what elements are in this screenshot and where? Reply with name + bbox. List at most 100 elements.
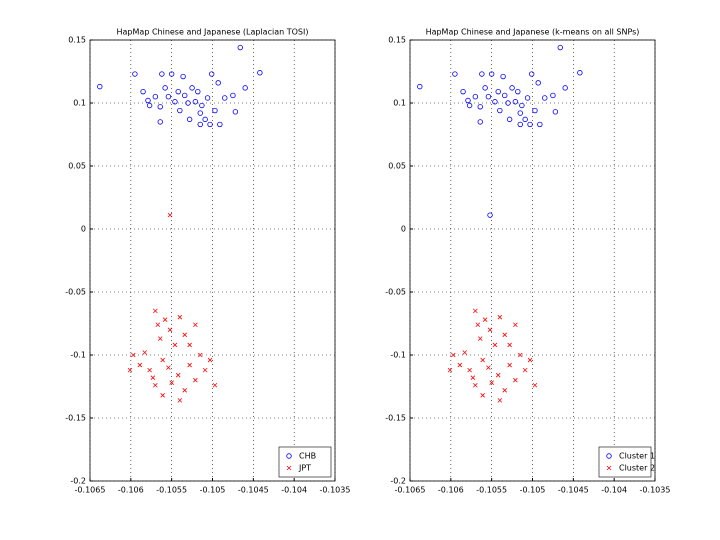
point bbox=[177, 398, 183, 403]
point bbox=[159, 71, 165, 77]
point bbox=[528, 71, 535, 77]
point bbox=[472, 93, 479, 100]
point bbox=[495, 88, 501, 95]
point bbox=[489, 380, 494, 386]
point bbox=[202, 116, 208, 123]
x-tick-label: -0.105 bbox=[520, 486, 546, 495]
legend-box bbox=[278, 446, 332, 478]
point bbox=[131, 352, 136, 358]
point bbox=[97, 83, 103, 90]
point bbox=[160, 357, 165, 363]
point bbox=[500, 73, 506, 80]
legend-label: CHB bbox=[299, 452, 316, 461]
point bbox=[524, 95, 531, 101]
point bbox=[153, 308, 158, 314]
point bbox=[517, 352, 523, 358]
y-tick-label: 0.15 bbox=[388, 36, 406, 45]
x-tick-label: -0.104 bbox=[601, 486, 627, 495]
point bbox=[475, 322, 481, 328]
y-tick-label: 0.1 bbox=[73, 99, 86, 108]
point bbox=[480, 393, 485, 398]
point bbox=[466, 102, 473, 109]
point bbox=[477, 336, 483, 341]
legend-marker bbox=[606, 465, 612, 471]
point bbox=[482, 85, 488, 91]
point bbox=[462, 350, 467, 355]
y-tick-label: -0.15 bbox=[385, 414, 406, 423]
y-tick-label: -0.05 bbox=[385, 288, 406, 297]
y-tick-label: -0.05 bbox=[65, 288, 86, 297]
point bbox=[162, 85, 168, 91]
point bbox=[207, 357, 213, 363]
point bbox=[479, 71, 485, 77]
point bbox=[505, 100, 511, 106]
point bbox=[452, 71, 458, 77]
point bbox=[208, 71, 215, 77]
point bbox=[557, 44, 563, 51]
legend-label: Cluster 1 bbox=[619, 452, 655, 461]
point bbox=[150, 375, 156, 380]
point bbox=[532, 382, 538, 388]
point bbox=[152, 93, 159, 100]
point bbox=[473, 308, 478, 314]
y-tick-label: -0.1 bbox=[70, 351, 86, 360]
point bbox=[537, 121, 543, 128]
point bbox=[197, 110, 203, 116]
axes-box bbox=[89, 39, 336, 482]
point bbox=[187, 362, 192, 368]
y-tick-label: 0.1 bbox=[393, 99, 406, 108]
legend-label: Cluster 2 bbox=[619, 464, 655, 473]
y-tick-label: 0 bbox=[401, 225, 406, 234]
point bbox=[417, 83, 423, 90]
point bbox=[197, 121, 203, 128]
point bbox=[215, 80, 221, 86]
point bbox=[506, 116, 513, 123]
point bbox=[527, 121, 533, 128]
point bbox=[177, 314, 183, 320]
chart-title: HapMap Chinese and Japanese (Laplacian T… bbox=[117, 28, 309, 37]
point bbox=[517, 110, 523, 116]
point bbox=[487, 212, 493, 218]
point bbox=[242, 85, 248, 91]
point bbox=[204, 95, 211, 101]
point bbox=[502, 332, 508, 338]
point bbox=[577, 70, 583, 76]
point bbox=[532, 107, 538, 114]
point bbox=[187, 342, 192, 348]
x-tick-label: -0.1045 bbox=[558, 486, 589, 495]
point bbox=[157, 119, 163, 125]
point bbox=[513, 377, 518, 383]
x-tick-label: -0.106 bbox=[118, 486, 144, 495]
point bbox=[132, 71, 138, 77]
point bbox=[147, 367, 152, 373]
point bbox=[480, 357, 485, 363]
point bbox=[175, 372, 181, 378]
point bbox=[486, 365, 491, 370]
x-tick-label: -0.1055 bbox=[476, 486, 507, 495]
legend-marker bbox=[606, 453, 612, 459]
point bbox=[166, 365, 171, 370]
legend-label: JPT bbox=[298, 464, 311, 473]
point bbox=[168, 71, 175, 77]
point bbox=[182, 332, 188, 338]
x-tick-label: -0.1065 bbox=[395, 486, 426, 495]
y-tick-label: 0 bbox=[81, 225, 86, 234]
point bbox=[177, 107, 183, 114]
point bbox=[172, 342, 178, 348]
point bbox=[509, 85, 515, 91]
point bbox=[487, 327, 493, 333]
y-tick-label: 0.15 bbox=[68, 36, 86, 45]
point bbox=[513, 322, 518, 328]
point bbox=[157, 104, 163, 110]
x-tick-label: -0.105 bbox=[200, 486, 226, 495]
point bbox=[492, 342, 498, 348]
legend-marker bbox=[286, 453, 292, 459]
point bbox=[197, 352, 203, 358]
point bbox=[477, 119, 483, 125]
point bbox=[195, 88, 201, 95]
point bbox=[142, 350, 147, 355]
point bbox=[522, 367, 528, 373]
point bbox=[473, 382, 478, 388]
point bbox=[182, 92, 188, 99]
